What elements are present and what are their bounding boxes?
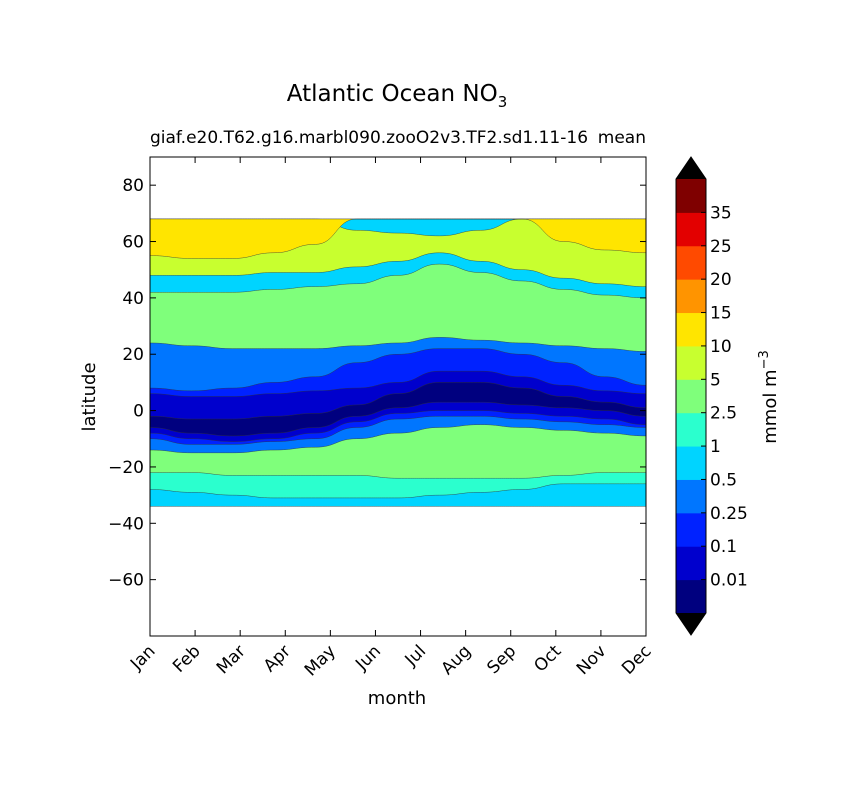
y-axis-label: latitude bbox=[79, 362, 100, 431]
x-tick-label: May bbox=[301, 641, 340, 680]
x-tick-label: Jun bbox=[351, 641, 385, 675]
colorbar-segment bbox=[676, 345, 706, 380]
colorbar-segment bbox=[676, 512, 706, 547]
y-tick-label: 60 bbox=[122, 233, 144, 253]
colorbar-extend-over bbox=[676, 157, 706, 179]
contour-deep-minimum bbox=[150, 382, 646, 437]
colorbar-label: mmol m−3 bbox=[757, 350, 781, 444]
colorbar-segment bbox=[676, 546, 706, 581]
y-tick-label: 80 bbox=[122, 176, 144, 196]
colorbar-segment bbox=[676, 312, 706, 347]
x-tick-label: Nov bbox=[573, 641, 611, 679]
colorbar-tick-label: 25 bbox=[710, 237, 732, 257]
contour-fill bbox=[150, 218, 646, 507]
y-tick-label: −40 bbox=[108, 514, 144, 534]
x-tick-label: Oct bbox=[530, 641, 565, 676]
colorbar-tick-label: 35 bbox=[710, 203, 732, 223]
x-tick-label: Jul bbox=[401, 641, 430, 670]
colorbar-segment bbox=[676, 212, 706, 247]
chart-title: Atlantic Ocean NO3 bbox=[287, 81, 508, 111]
colorbar-segment bbox=[676, 279, 706, 314]
x-axis-label: month bbox=[368, 688, 426, 709]
colorbar-segment bbox=[676, 179, 706, 213]
colorbar-segment bbox=[676, 379, 706, 414]
colorbar-tick-label: 0.1 bbox=[710, 537, 737, 557]
colorbar-tick-label: 20 bbox=[710, 270, 732, 290]
x-tick-label: Feb bbox=[169, 641, 204, 676]
plot-frame bbox=[149, 156, 647, 637]
contour-band-10-15 bbox=[150, 218, 646, 259]
colorbar-segment bbox=[676, 446, 706, 480]
x-tick-label: Jan bbox=[126, 641, 159, 674]
x-tick-label: Dec bbox=[618, 641, 655, 678]
x-tick-label: Mar bbox=[213, 641, 250, 678]
y-tick-label: −20 bbox=[108, 458, 144, 478]
colorbar: 0.01 0.1 0.25 0.5 1 2.5 5 10 15 20 25 35 bbox=[675, 156, 748, 636]
colorbar-extend-under bbox=[676, 613, 706, 635]
colorbar-tick-label: 2.5 bbox=[710, 404, 737, 424]
colorbar-tick-label: 1 bbox=[710, 437, 721, 457]
chart-subtitle-right: mean bbox=[598, 128, 646, 148]
colorbar-segment bbox=[676, 579, 706, 614]
y-tick-label: 40 bbox=[122, 289, 144, 309]
colorbar-segment bbox=[676, 245, 706, 280]
colorbar-frame bbox=[675, 156, 707, 636]
colorbar-tick-label: 0.01 bbox=[710, 571, 748, 591]
colorbar-segment bbox=[676, 479, 706, 514]
colorbar-segment bbox=[676, 412, 706, 447]
y-axis: 80 60 40 20 0 −20 −40 −60 bbox=[108, 176, 646, 591]
x-tick-label: Aug bbox=[438, 641, 476, 679]
colorbar-tick-label: 0.5 bbox=[710, 470, 737, 490]
colorbar-tick-label: 5 bbox=[710, 370, 721, 390]
colorbar-tick-label: 15 bbox=[710, 304, 732, 324]
colorbar-tick-label: 10 bbox=[710, 337, 732, 357]
x-tick-label: Sep bbox=[483, 641, 520, 678]
y-tick-label: 0 bbox=[133, 402, 144, 422]
x-tick-label: Apr bbox=[260, 641, 295, 676]
y-tick-label: −60 bbox=[108, 571, 144, 591]
chart-subtitle-left: giaf.e20.T62.g16.marbl090.zooO2v3.TF2.sd… bbox=[150, 128, 588, 148]
y-tick-label: 20 bbox=[122, 345, 144, 365]
colorbar-tick-label: 0.25 bbox=[710, 504, 748, 524]
